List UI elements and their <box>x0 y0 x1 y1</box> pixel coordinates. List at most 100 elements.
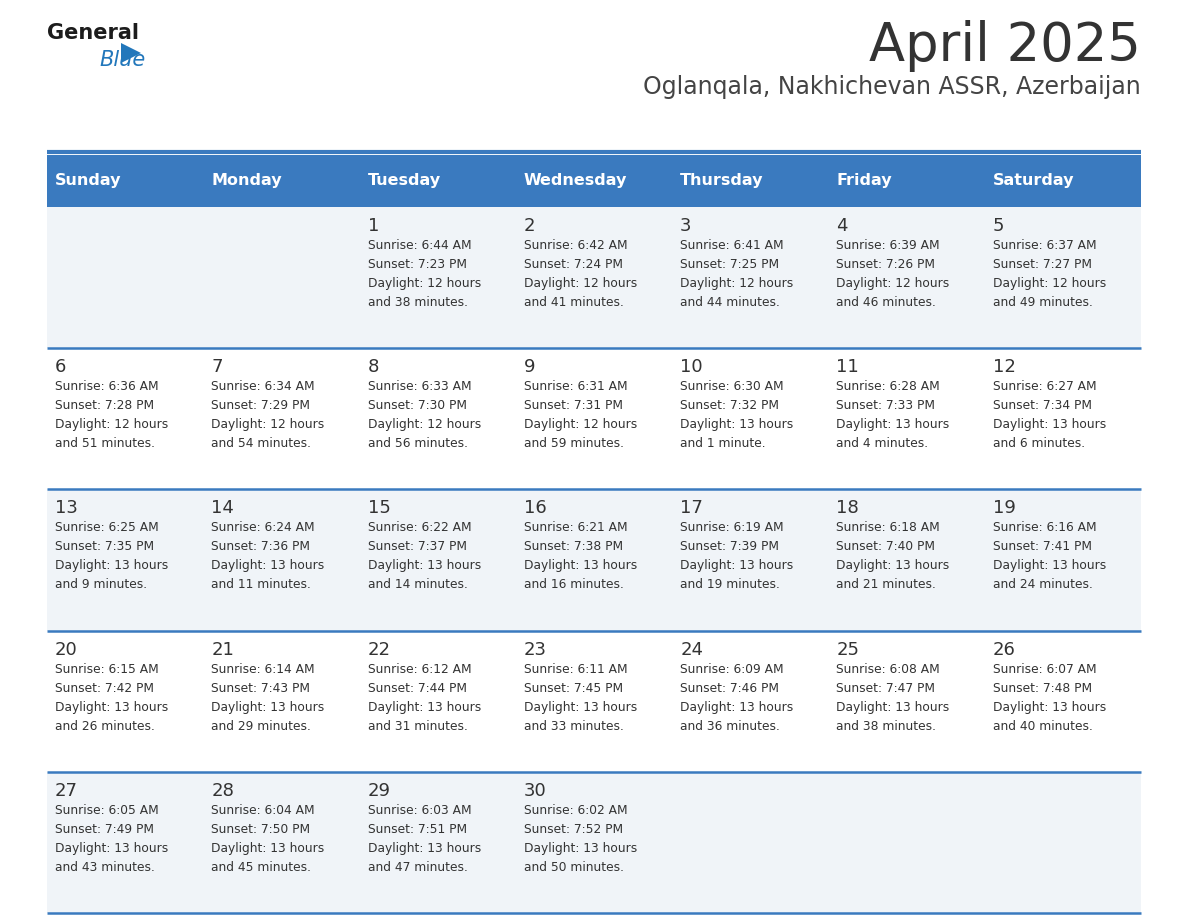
Text: Daylight: 13 hours: Daylight: 13 hours <box>993 700 1106 713</box>
Text: and 41 minutes.: and 41 minutes. <box>524 296 624 309</box>
Bar <box>48 772 1140 913</box>
Text: Sunrise: 6:28 AM: Sunrise: 6:28 AM <box>836 380 940 393</box>
Text: and 46 minutes.: and 46 minutes. <box>836 296 936 309</box>
Text: 8: 8 <box>367 358 379 376</box>
Text: Daylight: 12 hours: Daylight: 12 hours <box>367 419 481 431</box>
Text: Sunrise: 6:14 AM: Sunrise: 6:14 AM <box>211 663 315 676</box>
Text: 9: 9 <box>524 358 536 376</box>
Text: Sunset: 7:47 PM: Sunset: 7:47 PM <box>836 681 935 695</box>
Text: Daylight: 13 hours: Daylight: 13 hours <box>524 700 637 713</box>
Text: Sunrise: 6:12 AM: Sunrise: 6:12 AM <box>367 663 472 676</box>
Text: 15: 15 <box>367 499 391 518</box>
Text: Sunrise: 6:41 AM: Sunrise: 6:41 AM <box>681 239 784 252</box>
Text: Daylight: 13 hours: Daylight: 13 hours <box>367 842 481 855</box>
Text: Sunrise: 6:16 AM: Sunrise: 6:16 AM <box>993 521 1097 534</box>
Text: Oglanqala, Nakhichevan ASSR, Azerbaijan: Oglanqala, Nakhichevan ASSR, Azerbaijan <box>643 75 1140 99</box>
Text: and 49 minutes.: and 49 minutes. <box>993 296 1093 309</box>
Text: Sunset: 7:23 PM: Sunset: 7:23 PM <box>367 258 467 271</box>
Text: 2: 2 <box>524 217 536 235</box>
Text: Daylight: 13 hours: Daylight: 13 hours <box>55 559 169 573</box>
Text: Daylight: 13 hours: Daylight: 13 hours <box>681 700 794 713</box>
Text: and 11 minutes.: and 11 minutes. <box>211 578 311 591</box>
Text: 10: 10 <box>681 358 703 376</box>
Text: Daylight: 13 hours: Daylight: 13 hours <box>681 559 794 573</box>
Text: Sunset: 7:41 PM: Sunset: 7:41 PM <box>993 541 1092 554</box>
Text: Sunrise: 6:15 AM: Sunrise: 6:15 AM <box>55 663 159 676</box>
Text: 4: 4 <box>836 217 848 235</box>
Text: and 38 minutes.: and 38 minutes. <box>367 296 468 309</box>
Text: Sunrise: 6:39 AM: Sunrise: 6:39 AM <box>836 239 940 252</box>
Text: Saturday: Saturday <box>993 174 1074 188</box>
Text: Daylight: 12 hours: Daylight: 12 hours <box>681 277 794 290</box>
Text: Monday: Monday <box>211 174 282 188</box>
Bar <box>48 155 1140 207</box>
Text: Sunrise: 6:11 AM: Sunrise: 6:11 AM <box>524 663 627 676</box>
Text: Daylight: 13 hours: Daylight: 13 hours <box>836 700 949 713</box>
Text: Sunrise: 6:02 AM: Sunrise: 6:02 AM <box>524 804 627 817</box>
Text: and 45 minutes.: and 45 minutes. <box>211 861 311 874</box>
Text: Sunset: 7:34 PM: Sunset: 7:34 PM <box>993 399 1092 412</box>
Text: Sunrise: 6:21 AM: Sunrise: 6:21 AM <box>524 521 627 534</box>
Text: 5: 5 <box>993 217 1004 235</box>
Text: Daylight: 12 hours: Daylight: 12 hours <box>524 419 637 431</box>
Text: 13: 13 <box>55 499 78 518</box>
Text: and 51 minutes.: and 51 minutes. <box>55 437 154 450</box>
Text: and 38 minutes.: and 38 minutes. <box>836 720 936 733</box>
Text: 14: 14 <box>211 499 234 518</box>
Text: and 26 minutes.: and 26 minutes. <box>55 720 154 733</box>
Text: and 6 minutes.: and 6 minutes. <box>993 437 1085 450</box>
Text: Sunrise: 6:04 AM: Sunrise: 6:04 AM <box>211 804 315 817</box>
Text: and 29 minutes.: and 29 minutes. <box>211 720 311 733</box>
Text: Sunset: 7:29 PM: Sunset: 7:29 PM <box>211 399 310 412</box>
Text: Thursday: Thursday <box>681 174 764 188</box>
Text: 16: 16 <box>524 499 546 518</box>
Text: 26: 26 <box>993 641 1016 658</box>
Text: Daylight: 13 hours: Daylight: 13 hours <box>524 842 637 855</box>
Text: Daylight: 13 hours: Daylight: 13 hours <box>211 700 324 713</box>
Text: Sunset: 7:31 PM: Sunset: 7:31 PM <box>524 399 623 412</box>
Text: Sunrise: 6:08 AM: Sunrise: 6:08 AM <box>836 663 940 676</box>
Text: Sunset: 7:43 PM: Sunset: 7:43 PM <box>211 681 310 695</box>
Text: 30: 30 <box>524 782 546 800</box>
Text: Sunrise: 6:03 AM: Sunrise: 6:03 AM <box>367 804 472 817</box>
Text: Daylight: 12 hours: Daylight: 12 hours <box>211 419 324 431</box>
Text: Daylight: 13 hours: Daylight: 13 hours <box>993 559 1106 573</box>
Text: Sunset: 7:30 PM: Sunset: 7:30 PM <box>367 399 467 412</box>
Text: Sunrise: 6:34 AM: Sunrise: 6:34 AM <box>211 380 315 393</box>
Text: Sunrise: 6:05 AM: Sunrise: 6:05 AM <box>55 804 159 817</box>
Text: 27: 27 <box>55 782 78 800</box>
Text: Sunrise: 6:07 AM: Sunrise: 6:07 AM <box>993 663 1097 676</box>
Text: 11: 11 <box>836 358 859 376</box>
Text: Sunrise: 6:30 AM: Sunrise: 6:30 AM <box>681 380 784 393</box>
Text: Daylight: 13 hours: Daylight: 13 hours <box>211 559 324 573</box>
Bar <box>48 631 1140 772</box>
Text: Daylight: 12 hours: Daylight: 12 hours <box>836 277 949 290</box>
Text: and 19 minutes.: and 19 minutes. <box>681 578 781 591</box>
Text: Sunday: Sunday <box>55 174 121 188</box>
Text: and 1 minute.: and 1 minute. <box>681 437 766 450</box>
Text: Sunrise: 6:42 AM: Sunrise: 6:42 AM <box>524 239 627 252</box>
Text: Sunset: 7:46 PM: Sunset: 7:46 PM <box>681 681 779 695</box>
Text: Daylight: 12 hours: Daylight: 12 hours <box>993 277 1106 290</box>
Bar <box>48 348 1140 489</box>
Text: Daylight: 12 hours: Daylight: 12 hours <box>524 277 637 290</box>
Text: Daylight: 13 hours: Daylight: 13 hours <box>55 842 169 855</box>
Text: 18: 18 <box>836 499 859 518</box>
Text: Sunset: 7:52 PM: Sunset: 7:52 PM <box>524 823 623 835</box>
Text: Sunset: 7:51 PM: Sunset: 7:51 PM <box>367 823 467 835</box>
Text: Sunset: 7:27 PM: Sunset: 7:27 PM <box>993 258 1092 271</box>
Text: Wednesday: Wednesday <box>524 174 627 188</box>
Text: Sunset: 7:33 PM: Sunset: 7:33 PM <box>836 399 935 412</box>
Text: 12: 12 <box>993 358 1016 376</box>
Text: Sunrise: 6:25 AM: Sunrise: 6:25 AM <box>55 521 159 534</box>
Text: and 59 minutes.: and 59 minutes. <box>524 437 624 450</box>
Text: Daylight: 13 hours: Daylight: 13 hours <box>367 559 481 573</box>
Text: Sunrise: 6:18 AM: Sunrise: 6:18 AM <box>836 521 940 534</box>
Text: and 31 minutes.: and 31 minutes. <box>367 720 467 733</box>
Text: Sunrise: 6:44 AM: Sunrise: 6:44 AM <box>367 239 472 252</box>
Text: and 56 minutes.: and 56 minutes. <box>367 437 468 450</box>
Text: Sunset: 7:32 PM: Sunset: 7:32 PM <box>681 399 779 412</box>
Text: Daylight: 12 hours: Daylight: 12 hours <box>367 277 481 290</box>
Text: 22: 22 <box>367 641 391 658</box>
Text: and 47 minutes.: and 47 minutes. <box>367 861 467 874</box>
